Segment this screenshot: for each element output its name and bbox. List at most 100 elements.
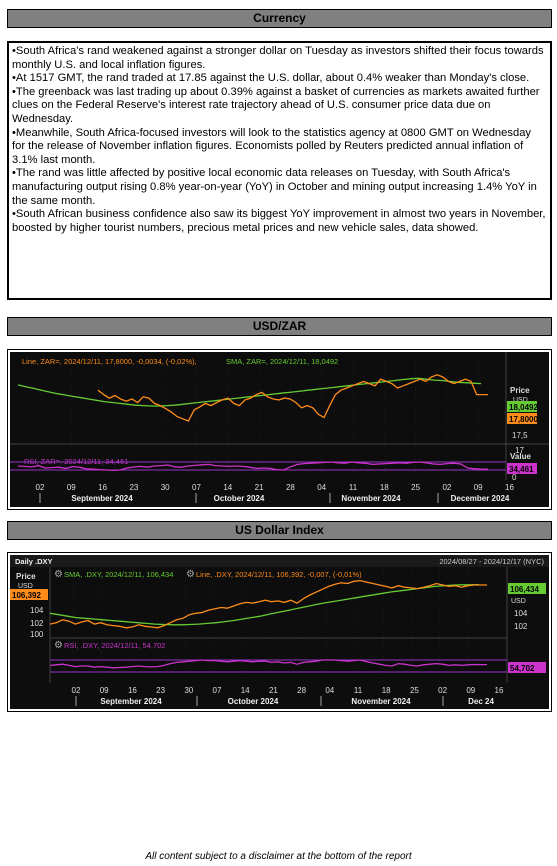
value-axis-label: Value [510, 452, 531, 461]
usdzar-chart: Line, ZAR=, 2024/12/11, 17,8000, -0,0034… [10, 352, 549, 507]
x-tick: 21 [269, 686, 278, 695]
settings-icon: ⚙ [54, 640, 63, 651]
section-header-usdzar: USD/ZAR [7, 317, 552, 336]
usdzar-chart-frame: Line, ZAR=, 2024/12/11, 17,8000, -0,0034… [7, 349, 552, 510]
settings-icon: ⚙ [54, 569, 63, 580]
chart-header-bar [10, 555, 549, 567]
disclaimer-footer: All content subject to a disclaimer at t… [145, 851, 412, 862]
chart-header-left: Daily .DXY [15, 557, 53, 566]
y-tick: 17 [515, 446, 524, 455]
x-tick: 14 [223, 483, 232, 492]
price-tag-sma-bg [508, 583, 546, 594]
rsi-series [49, 659, 487, 669]
x-tick: 07 [192, 483, 201, 492]
legend-rsi: RSI, .DXY, 2024/12/11, 54,702 [64, 641, 165, 650]
x-tick: 18 [380, 483, 389, 492]
y-tick: 17,5 [512, 431, 528, 440]
month-label: November 2024 [351, 697, 411, 706]
price-series [49, 579, 487, 629]
sma-series [17, 377, 482, 407]
price-axis-label: Price [16, 572, 36, 581]
x-tick: 14 [241, 686, 250, 695]
legend-line: Line, ZAR=, 2024/12/11, 17,8000, -0,0034… [22, 357, 197, 366]
month-label: October 2024 [214, 494, 265, 503]
news-paragraph: •Meanwhile, South Africa-focused investo… [12, 126, 532, 166]
x-tick: 09 [466, 686, 475, 695]
x-tick: 07 [213, 686, 222, 695]
currency-news-box: •South Africa's rand weakened against a … [7, 41, 552, 300]
x-tick: 09 [100, 686, 109, 695]
price-tag-sma: 18,0492 [509, 403, 538, 412]
price-tag-sma: 106,434 [510, 585, 539, 594]
price-series [97, 374, 488, 422]
y-tick: 104 [30, 606, 44, 615]
x-tick: 11 [349, 483, 358, 492]
rsi-tag-bg [508, 662, 546, 673]
month-label: December 2024 [451, 494, 510, 503]
x-tick: 09 [474, 483, 483, 492]
x-tick: 30 [161, 483, 170, 492]
x-tick: 02 [442, 483, 451, 492]
x-tick: 02 [36, 483, 45, 492]
legend-sma: SMA, .DXY, 2024/12/11, 106,434 [64, 570, 173, 579]
price-tag-line: 106,392 [12, 591, 41, 600]
rsi-tag-bg [507, 463, 537, 474]
x-tick: 09 [67, 483, 76, 492]
rsi-tag: 54,702 [510, 664, 535, 673]
x-tick: 16 [98, 483, 107, 492]
sma-series [49, 584, 480, 626]
x-tick: 25 [411, 483, 420, 492]
x-tick: 04 [317, 483, 326, 492]
x-tick: 30 [184, 686, 193, 695]
news-paragraph: •The rand was little affected by positiv… [12, 167, 537, 207]
x-tick: 02 [72, 686, 81, 695]
month-label: September 2024 [71, 494, 133, 503]
y-tick-right: 102 [514, 622, 528, 631]
settings-icon: ⚙ [186, 569, 195, 580]
price-axis-currency: USD [513, 397, 528, 404]
section-header-currency: Currency [7, 9, 552, 28]
month-label: Dec 24 [468, 697, 494, 706]
legend-sma: SMA, ZAR=, 2024/12/11, 18,0492 [226, 357, 338, 366]
price-tag-line: 17,8000 [509, 415, 538, 424]
news-paragraph: •South Africa's rand weakened against a … [12, 45, 544, 71]
x-tick: 23 [129, 483, 138, 492]
month-label: November 2024 [341, 494, 401, 503]
x-tick: 28 [286, 483, 295, 492]
legend-rsi: RSI, ZAR=, 2024/12/11, 34,461 [24, 457, 128, 466]
x-tick: 04 [325, 686, 334, 695]
news-paragraph: •At 1517 GMT, the rand traded at 17.85 a… [12, 72, 530, 85]
x-tick: 28 [297, 686, 306, 695]
price-tag-line-bg [507, 413, 537, 424]
price-tag-line-bg [10, 589, 48, 600]
y-tick: 100 [30, 630, 44, 639]
month-label: October 2024 [228, 697, 279, 706]
x-tick: 02 [438, 686, 447, 695]
rsi-tag: 34,461 [509, 465, 534, 474]
x-tick: 21 [255, 483, 264, 492]
x-tick: 16 [505, 483, 514, 492]
news-paragraph: •The greenback was last trading up about… [12, 85, 540, 125]
x-tick: 23 [156, 686, 165, 695]
y-tick: 102 [30, 619, 44, 628]
section-header-dxy: US Dollar Index [7, 521, 552, 540]
chart-background [10, 352, 549, 507]
dxy-chart: Daily .DXY 2024/08/27 - 2024/12/17 (NYC) ⚙… [10, 555, 549, 709]
x-tick: 16 [495, 686, 504, 695]
legend-line: Line, .DXY, 2024/12/11, 106,392, -0,007,… [196, 570, 362, 579]
month-label: September 2024 [100, 697, 162, 706]
chart-header-right: 2024/08/27 - 2024/12/17 (NYC) [439, 557, 544, 566]
x-tick: 16 [128, 686, 137, 695]
price-axis-currency: USD [18, 583, 33, 590]
x-tick: 18 [382, 686, 391, 695]
price-axis-label: Price [510, 386, 530, 395]
x-tick: 11 [354, 686, 363, 695]
dxy-chart-frame: Daily .DXY 2024/08/27 - 2024/12/17 (NYC) ⚙… [7, 552, 552, 712]
chart-background [10, 555, 549, 709]
rsi-series [17, 461, 488, 472]
rsi-tick: 0 [512, 473, 517, 482]
news-paragraph: •South African business confidence also … [12, 208, 546, 234]
y-tick-right: USD [511, 598, 526, 605]
x-tick: 25 [410, 686, 419, 695]
y-tick-right: 104 [514, 609, 528, 618]
